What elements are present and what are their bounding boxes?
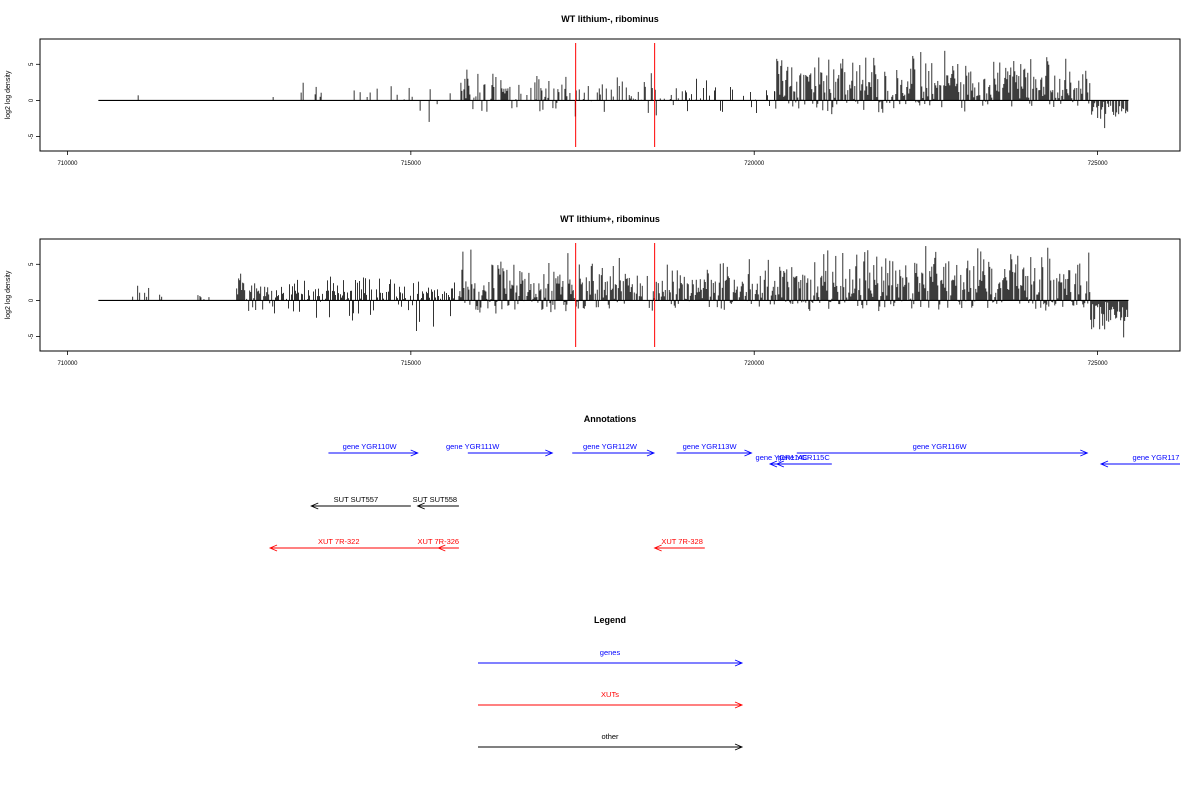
density-bars xyxy=(98,246,1129,338)
x-tick-label: 725000 xyxy=(1088,161,1109,167)
feature-label: gene YGR112W xyxy=(583,442,638,451)
x-tick-label: 720000 xyxy=(744,161,765,167)
y-axis-label: log2 log density xyxy=(5,70,12,119)
annotations-title: Annotations xyxy=(584,414,637,424)
legend-items: genes XUTs other xyxy=(478,648,744,751)
feature-arrowhead xyxy=(410,449,419,457)
y-tick-label: -5 xyxy=(29,333,35,339)
x-tick-label: 710000 xyxy=(57,161,78,167)
legend-arrowhead xyxy=(734,701,744,709)
legend-arrowhead xyxy=(734,743,744,751)
density-bars xyxy=(98,50,1129,129)
feature-arrowhead xyxy=(653,544,662,552)
feature-arrowhead xyxy=(646,449,656,457)
marker-lines xyxy=(575,243,656,347)
feature-label: XUT 7R-328 xyxy=(661,537,703,546)
feature-arrowhead xyxy=(268,544,278,552)
panel-title: WT lithium+, ribominus xyxy=(560,214,660,224)
track-panel-lithium-minus: WT lithium-, ribominus log2 log density … xyxy=(5,14,1181,167)
feature-arrowhead xyxy=(768,460,778,468)
legend-label: genes xyxy=(600,648,621,657)
feature-label: gene YGR111W xyxy=(446,442,500,451)
x-tick-label: 715000 xyxy=(401,361,422,367)
plot-frame xyxy=(39,238,1181,352)
y-tick-label: 5 xyxy=(29,62,35,66)
y-tick-label: -5 xyxy=(29,133,35,139)
feature-arrowhead xyxy=(744,449,753,457)
panel-title: WT lithium-, ribominus xyxy=(561,14,659,24)
y-axis-label: log2 log density xyxy=(5,270,12,319)
feature-label: gene YGR113W xyxy=(683,442,738,451)
feature-arrowhead xyxy=(775,460,785,468)
feature-label: gene YGR115C xyxy=(778,453,831,462)
legend-arrowhead xyxy=(734,659,744,667)
feature-label: SUT SUT558 xyxy=(413,495,457,504)
feature-label: XUT 7R-326 xyxy=(418,537,460,546)
legend-label: other xyxy=(601,732,619,741)
feature-arrowhead xyxy=(437,544,446,552)
feature-label: SUT SUT557 xyxy=(334,495,378,504)
x-tick-label: 715000 xyxy=(401,161,422,167)
feature-arrowhead xyxy=(545,449,554,457)
legend: Legend genes XUTs other xyxy=(478,615,744,751)
annotation-track: Annotations gene YGR110W gene YGR111W gene… xyxy=(268,414,1180,552)
feature-arrowhead xyxy=(1080,449,1089,457)
legend-label: XUTs xyxy=(601,690,619,699)
feature-arrowhead xyxy=(1099,460,1109,468)
feature-label: gene YGR116W xyxy=(913,442,968,451)
feature-arrowhead xyxy=(310,502,319,510)
y-tick-label: 0 xyxy=(29,98,35,102)
track-panel-lithium-plus: WT lithium+, ribominus log2 log density … xyxy=(5,214,1181,367)
feature-label: gene YGR117 xyxy=(1133,453,1180,462)
feature-label: gene YGR114C xyxy=(756,453,809,462)
annotation-features: gene YGR110W gene YGR111W gene YGR112W gene… xyxy=(268,442,1180,552)
feature-label: gene YGR110W xyxy=(343,442,398,451)
feature-arrowhead xyxy=(416,502,425,510)
x-tick-label: 720000 xyxy=(744,361,765,367)
x-tick-label: 725000 xyxy=(1088,361,1109,367)
y-tick-label: 5 xyxy=(29,262,35,266)
axes: 710000 715000 720000 725000 -5 0 5 xyxy=(29,62,1108,167)
y-tick-label: 0 xyxy=(29,298,35,302)
marker-lines xyxy=(575,43,656,147)
x-tick-label: 710000 xyxy=(57,361,78,367)
axes: 710000 715000 720000 725000 -5 0 5 xyxy=(29,262,1108,367)
feature-label: XUT 7R-322 xyxy=(318,537,360,546)
plot-frame xyxy=(39,38,1181,152)
legend-title: Legend xyxy=(594,615,626,625)
